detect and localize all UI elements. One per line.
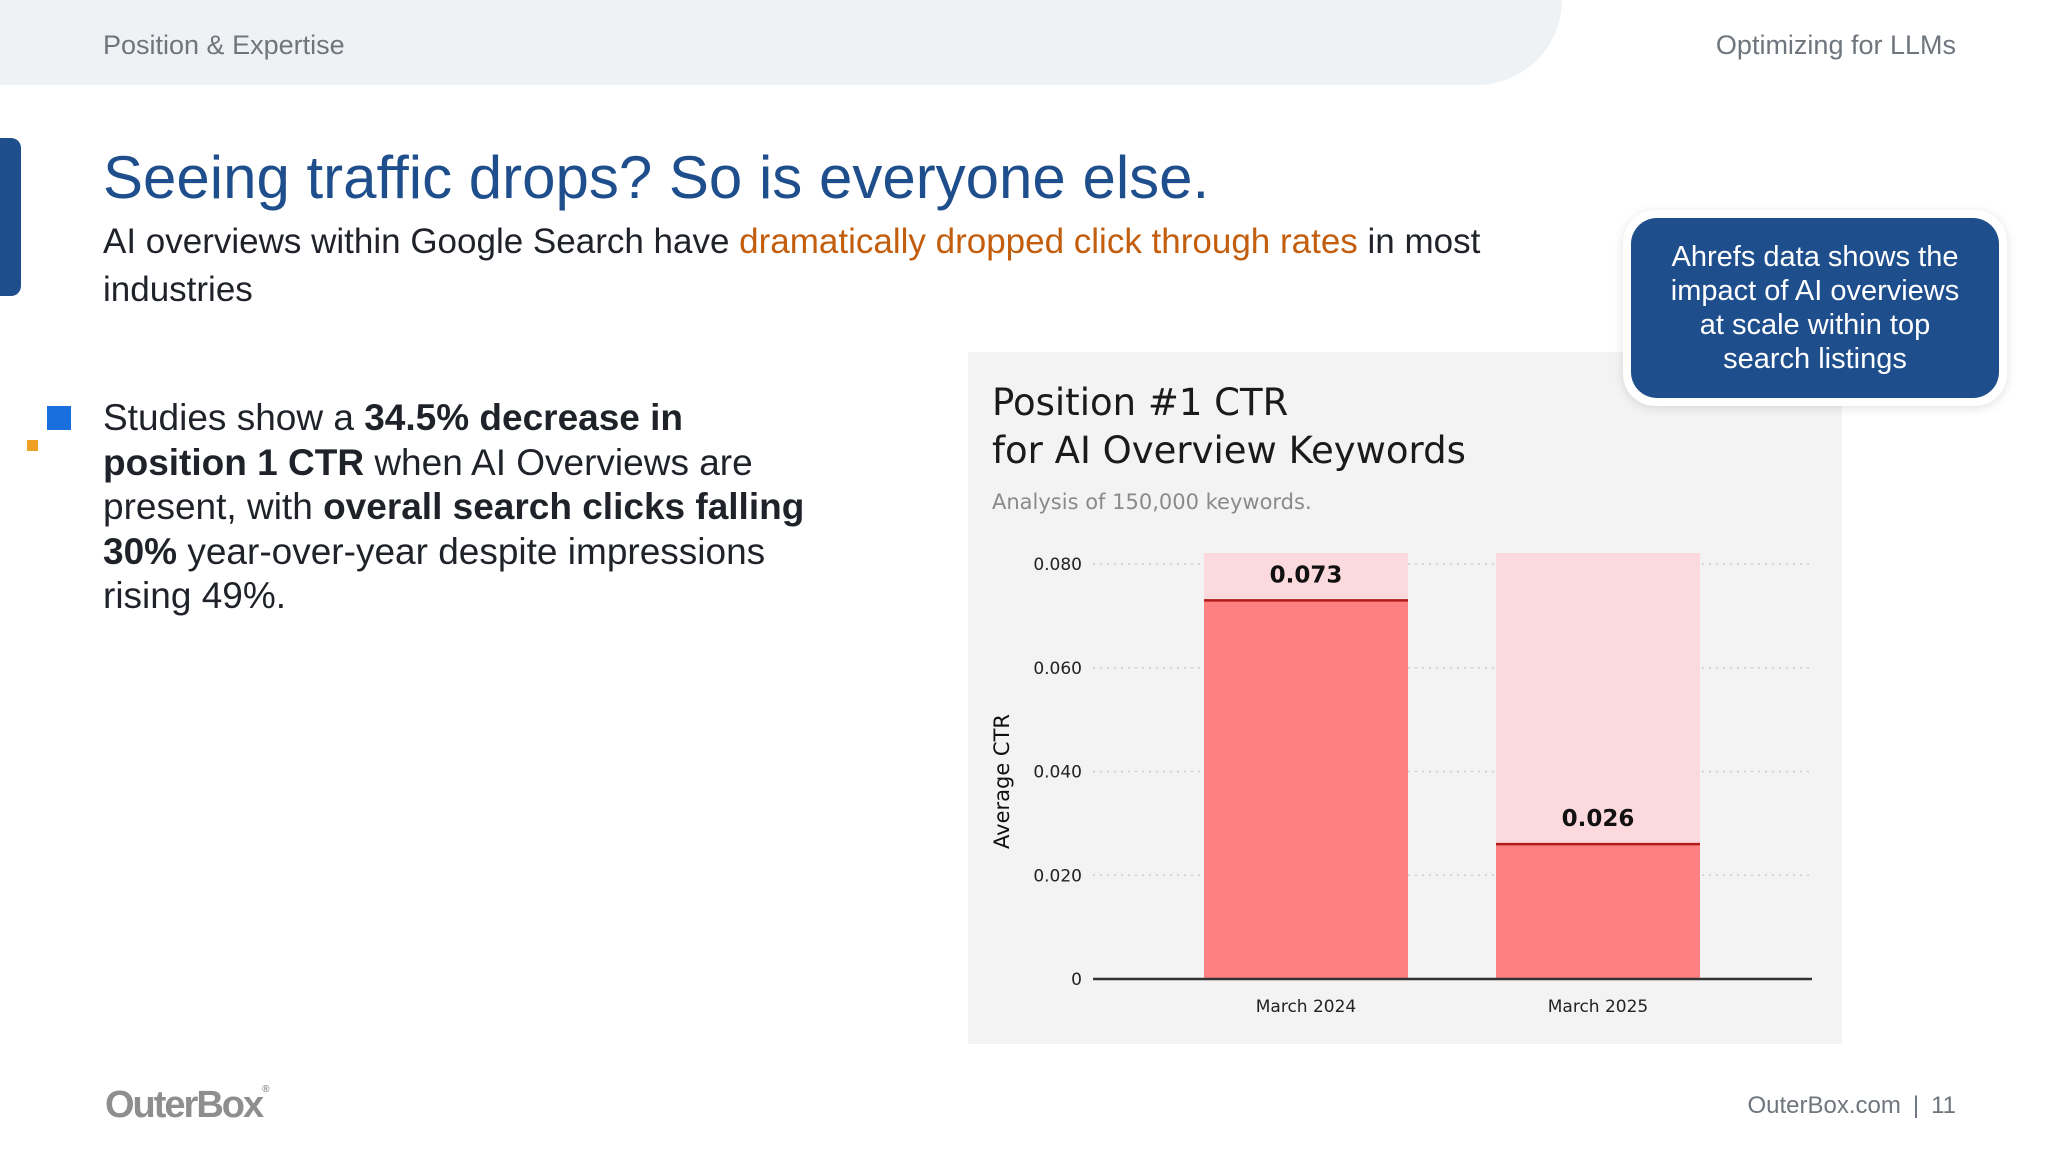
y-tick-label: 0.080 (1033, 555, 1082, 575)
accent-tab (0, 138, 21, 296)
deck-title: Optimizing for LLMs (1715, 30, 1956, 60)
y-tick-label: 0.060 (1033, 659, 1082, 679)
bar-value-label: 0.073 (1270, 562, 1343, 588)
subhead-text-end: in most industries (103, 222, 1481, 309)
ctr-chart-panel: Position #1 CTR for AI Overview Keywords A… (968, 352, 1842, 1044)
x-tick-label: March 2025 (1548, 997, 1649, 1017)
bar (1204, 600, 1408, 979)
subhead-highlight: dramatically dropped click through rates (739, 222, 1358, 261)
slide-subhead: AI overviews within Google Search have d… (103, 218, 1503, 314)
y-tick-label: 0.020 (1033, 866, 1082, 886)
footer: OuterBox.com | 11 (1747, 1092, 1956, 1120)
page-number: 11 (1931, 1092, 1956, 1119)
header-band (0, 0, 1562, 85)
bullet-square-icon (47, 406, 71, 430)
bullet-text: Studies show a 34.5% decrease in positio… (103, 396, 823, 619)
callout-box: Ahrefs data shows the impact of AI overv… (1623, 210, 2007, 406)
bullet-accent-icon (27, 440, 38, 451)
y-tick-label: 0.040 (1033, 763, 1082, 783)
bar (1496, 844, 1700, 979)
bullet-text-3: year-over-year despite impressions risin… (103, 530, 766, 617)
logo-text: OuterBox (105, 1084, 264, 1126)
slide-headline: Seeing traffic drops? So is everyone els… (103, 144, 1210, 211)
bullet-bold-1: 34.5% decrease in position 1 CTR (103, 397, 684, 483)
chart-title: for AI Overview Keywords (992, 429, 1466, 472)
callout-text: Ahrefs data shows the impact of AI overv… (1631, 218, 1999, 398)
logo-mark: ® (262, 1084, 270, 1095)
outerbox-logo: OuterBox® (105, 1084, 270, 1127)
chart-subtitle: Analysis of 150,000 keywords. (992, 490, 1312, 514)
subhead-text: AI overviews within Google Search have (103, 222, 740, 261)
footer-separator: | (1912, 1092, 1920, 1119)
chart-title: Position #1 CTR (992, 381, 1288, 424)
y-tick-label: 0 (1071, 970, 1082, 990)
bar-value-label: 0.026 (1562, 806, 1635, 832)
bullet-text-1: Studies show a (103, 397, 365, 438)
bullet-text-2: when AI Overviews are present, with (103, 441, 753, 528)
y-axis-title: Average CTR (990, 714, 1014, 849)
bullet-bold-2: overall search clicks falling 30% (103, 486, 805, 572)
footer-site: OuterBox.com (1747, 1092, 1901, 1119)
ctr-chart: Position #1 CTR for AI Overview Keywords A… (990, 381, 1812, 1017)
section-label: Position & Expertise (103, 30, 345, 60)
x-tick-label: March 2024 (1256, 997, 1357, 1017)
